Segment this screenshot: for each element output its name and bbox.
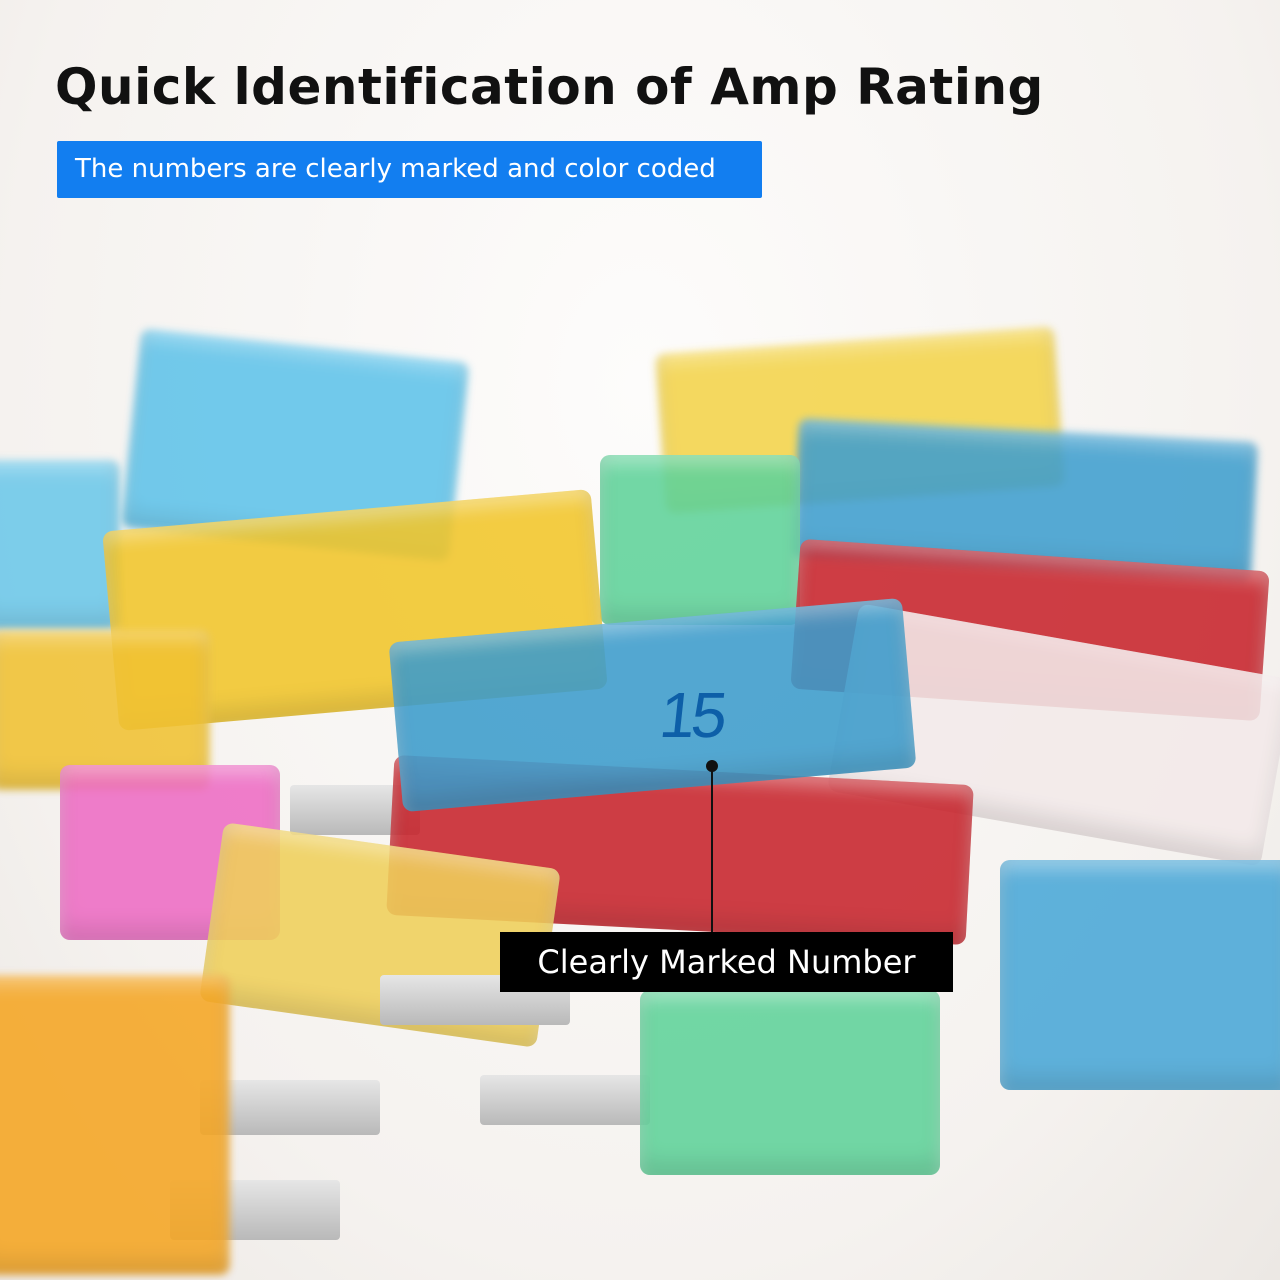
- fuse-blue-front-right: [1000, 860, 1280, 1090]
- fuse-green-front: [640, 990, 940, 1175]
- fuse-blade: [480, 1075, 650, 1125]
- fuse-yellow-far-left: [0, 630, 210, 790]
- callout-label: Clearly Marked Number: [500, 932, 953, 992]
- fuse-blue-far-left: [0, 460, 120, 630]
- fuse-blade: [200, 1080, 380, 1135]
- fuse-amp-number: 15: [656, 679, 727, 751]
- fuse-green-mid: [600, 455, 800, 625]
- subtitle-banner: The numbers are clearly marked and color…: [57, 141, 762, 198]
- page-title: Quick ldentification of Amp Rating: [55, 58, 1044, 116]
- fuse-orange: [0, 975, 230, 1275]
- callout-line: [711, 765, 713, 935]
